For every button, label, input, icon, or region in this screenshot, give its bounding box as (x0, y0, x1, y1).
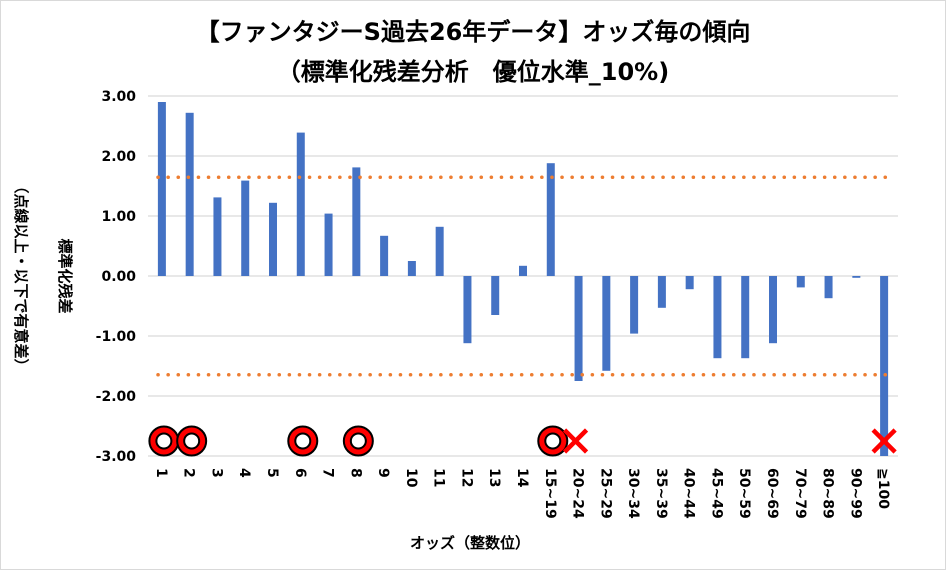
bar (546, 163, 555, 276)
x-tick-label: 20~24 (570, 468, 586, 519)
y-tick-label: 3.00 (101, 89, 136, 105)
bar (685, 276, 694, 290)
x-tick-label: 13 (486, 468, 502, 487)
chart-title: 【ファンタジーS過去26年データ】オッズ毎の傾向 (196, 18, 751, 46)
bar (213, 197, 222, 276)
y-axis-note: （点線以上・以下で有意差） (12, 178, 30, 373)
circle-mark (178, 427, 206, 455)
bar (824, 276, 833, 299)
x-tick-label: 6 (292, 468, 308, 478)
x-tick-label: 45~49 (708, 468, 724, 519)
y-tick-label: -1.00 (96, 329, 137, 345)
cross-mark (562, 428, 589, 454)
x-tick-label: 14 (514, 468, 530, 488)
x-tick-label: 4 (236, 468, 252, 478)
chart-subtitle: （標準化残差分析 優位水準_10%) (277, 58, 669, 86)
x-tick-label: 70~79 (792, 468, 808, 519)
x-tick-label: 5 (264, 468, 280, 478)
bar (741, 276, 750, 359)
circle-mark (150, 427, 178, 455)
y-tick-label: -2.00 (96, 389, 137, 405)
bar (491, 276, 500, 315)
x-tick-label: 60~69 (764, 468, 780, 519)
x-tick-label: 40~44 (681, 468, 697, 519)
x-tick-label: 9 (375, 468, 391, 478)
x-tick-label: 25~29 (597, 468, 613, 519)
x-tick-label: 7 (320, 468, 336, 478)
bar (435, 226, 444, 276)
bar (796, 276, 805, 288)
y-tick-label: 0.00 (101, 269, 136, 285)
x-tick-label: 15~19 (542, 468, 558, 519)
x-tick-label: 90~99 (847, 468, 863, 519)
x-tick-label: 50~59 (736, 468, 752, 519)
bar (602, 276, 611, 371)
bar (574, 276, 583, 381)
x-tick-label: 11 (431, 468, 447, 487)
x-tick-label: 1 (153, 468, 169, 478)
bar (241, 180, 250, 276)
bar (185, 112, 194, 276)
x-tick-label: 2 (181, 468, 197, 478)
x-tick-label: 80~89 (820, 468, 836, 519)
bar (463, 276, 472, 344)
bar (324, 213, 333, 276)
circle-mark (289, 427, 317, 455)
cross-mark (871, 428, 897, 454)
x-tick-label: 3 (208, 468, 224, 478)
bar (352, 167, 361, 276)
circle-mark (344, 427, 372, 455)
bar (713, 276, 722, 359)
bar (630, 276, 639, 334)
bar (852, 276, 861, 278)
x-tick-label: 35~39 (653, 468, 669, 519)
x-tick-label: ≧100 (875, 468, 891, 509)
circle-mark (539, 427, 567, 455)
x-tick-label: 30~34 (625, 468, 641, 519)
y-tick-label: -3.00 (96, 449, 137, 465)
bar (269, 202, 277, 276)
bar (380, 235, 389, 276)
y-axis-label: 標準化残差 (56, 238, 74, 313)
bar (157, 102, 166, 276)
bar (296, 132, 305, 276)
x-tick-label: 12 (458, 468, 474, 487)
x-axis-label: オッズ（整数位） (410, 534, 530, 552)
bar (880, 276, 889, 456)
y-tick-label: 1.00 (101, 209, 136, 225)
bar (657, 276, 666, 308)
x-tick-label: 8 (347, 468, 363, 478)
bar (407, 261, 416, 276)
bar (519, 265, 527, 276)
bar (769, 276, 777, 344)
y-tick-label: 2.00 (101, 149, 136, 165)
x-tick-label: 10 (403, 468, 419, 488)
